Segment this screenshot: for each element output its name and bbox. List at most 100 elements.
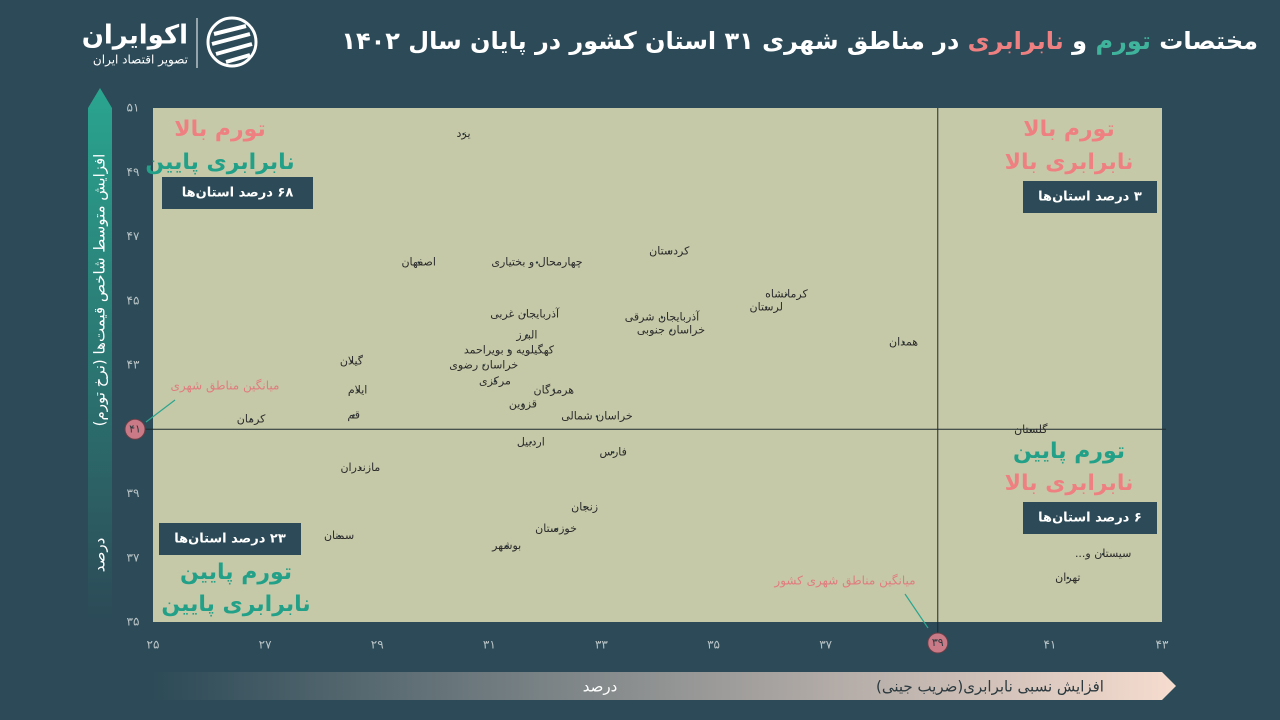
- quadrant-inflation: تورم بالا: [1023, 117, 1114, 142]
- quadrant-box: [162, 177, 313, 209]
- point-label: چهارمحال و بختیاری: [491, 256, 582, 269]
- y-tick-label: ۳۵: [127, 615, 140, 629]
- quadrant-share: ۶۸ درصد استان‌ها: [182, 186, 294, 201]
- point-label: قزوین: [509, 398, 537, 411]
- x-tick-label: ۴۱: [1043, 638, 1056, 652]
- brand-name: اکوایران: [82, 21, 188, 51]
- x-tick-label: ۲۵: [147, 638, 160, 652]
- y-tick-label: ۴۵: [127, 293, 140, 307]
- y-tick-label: ۴۳: [127, 358, 140, 372]
- point-label: زنجان: [571, 500, 598, 513]
- quadrant-inflation: تورم پایین: [180, 560, 292, 585]
- point: [505, 544, 508, 548]
- point-label: خراسان رضوی: [449, 358, 518, 371]
- point: [462, 132, 465, 136]
- point: [552, 389, 555, 392]
- quadrant-inflation: تورم پایین: [1013, 439, 1125, 464]
- point-label: گلستان: [1014, 423, 1048, 436]
- y-tick-label: ۳۹: [127, 486, 140, 500]
- point: [350, 360, 353, 363]
- y-mean-label: ۴۱: [129, 422, 141, 435]
- y-tick-label: ۵۱: [127, 101, 140, 115]
- y-axis-title: افزایش متوسط شاخص قیمت‌ها (نرخ تورم): [91, 154, 109, 427]
- point: [765, 306, 768, 309]
- point: [523, 313, 526, 316]
- point: [668, 250, 671, 253]
- quadrant-box: [1023, 181, 1157, 213]
- point: [493, 380, 497, 383]
- point: [337, 535, 341, 538]
- point-label: هرمزگان: [534, 383, 575, 396]
- point-label: خوزستان: [535, 522, 577, 535]
- x-axis-title: افزایش نسبی نابرابری(ضریب جینی): [876, 678, 1104, 696]
- y-axis-unit: درصد: [91, 538, 109, 573]
- title-part: و: [1071, 27, 1087, 55]
- x-tick-label: ۲۷: [259, 638, 272, 652]
- point: [554, 527, 558, 531]
- y-mean-arrow: [145, 399, 176, 423]
- x-tick-label: ۳۵: [707, 638, 720, 652]
- x-axis-bar: [150, 672, 1176, 700]
- point: [359, 466, 362, 470]
- point: [612, 451, 615, 454]
- title-part: مختصات: [1159, 27, 1258, 55]
- point-label: آذربایجان غربی: [490, 307, 560, 321]
- x-tick-label: ۴۳: [1156, 638, 1169, 652]
- point-label: کرمانشاه: [765, 288, 808, 301]
- point-label: قم: [347, 408, 360, 421]
- brand-tagline: تصویر اقتصاد ایران: [93, 53, 188, 68]
- point: [417, 261, 420, 264]
- point: [521, 403, 525, 406]
- point-label: سمنان: [324, 529, 354, 542]
- point: [535, 261, 539, 264]
- quadrant-share: ۶ درصد استان‌ها: [1038, 511, 1142, 526]
- point: [669, 329, 673, 332]
- quadrant-share: ۳ درصد استان‌ها: [1038, 190, 1142, 205]
- point-label: یزد: [457, 127, 471, 140]
- x-mean-label: ۳۹: [932, 636, 944, 649]
- point-label: اردبیل: [517, 435, 545, 448]
- quadrant-inequality: نابرابری بالا: [1005, 150, 1134, 175]
- point-label: سیستان و...: [1075, 547, 1131, 560]
- y-tick-label: ۳۷: [127, 550, 140, 564]
- point-label: خراسان شمالی: [561, 409, 633, 422]
- point: [785, 293, 788, 296]
- x-tick-label: ۳۷: [819, 638, 832, 652]
- point: [583, 506, 586, 509]
- title-part: تورم: [1095, 27, 1150, 55]
- x-tick-label: ۳۱: [483, 638, 496, 652]
- chart-title: مختصات تورم و نابرابری در مناطق شهری ۳۱ …: [341, 27, 1258, 55]
- quadrant-inequality: نابرابری پایین: [145, 150, 294, 175]
- quadrant-box: [159, 523, 301, 555]
- point-label: کردستان: [649, 245, 690, 258]
- point-label: تهران: [1055, 571, 1080, 584]
- title-part: در مناطق شهری ۳۱ استان کشور در پایان سال…: [341, 27, 959, 55]
- point-label: کرمان: [237, 412, 266, 425]
- point: [525, 334, 529, 337]
- y-mean-note: میانگین مناطق شهری: [171, 379, 280, 394]
- point: [529, 441, 533, 444]
- point: [249, 418, 253, 421]
- point-label: ایلام: [348, 383, 368, 396]
- x-tick-label: ۲۹: [371, 638, 384, 652]
- point: [507, 349, 511, 352]
- x-mean-note: میانگین مناطق شهری کشور: [773, 574, 915, 589]
- y-tick-label: ۴۷: [127, 229, 140, 243]
- quadrant-box: [1023, 502, 1157, 534]
- point-label: کهگیلویه و بویراحمد: [464, 344, 555, 357]
- quadrant-inequality: نابرابری بالا: [1005, 471, 1134, 496]
- y-mean-marker: [124, 418, 146, 440]
- y-tick-label: ۴۹: [127, 165, 140, 179]
- x-mean-marker: [927, 632, 949, 654]
- quadrant-share: ۲۳ درصد استان‌ها: [174, 532, 286, 547]
- point: [352, 414, 355, 417]
- point-label: همدان: [889, 336, 918, 349]
- quadrant-inequality: نابرابری پایین: [161, 592, 310, 617]
- point-label: اصفهان: [401, 256, 435, 269]
- point: [595, 415, 599, 418]
- x-axis-unit: درصد: [583, 678, 618, 696]
- point: [482, 364, 485, 367]
- quadrant-inflation: تورم بالا: [174, 117, 265, 142]
- plot-area: [153, 108, 1162, 622]
